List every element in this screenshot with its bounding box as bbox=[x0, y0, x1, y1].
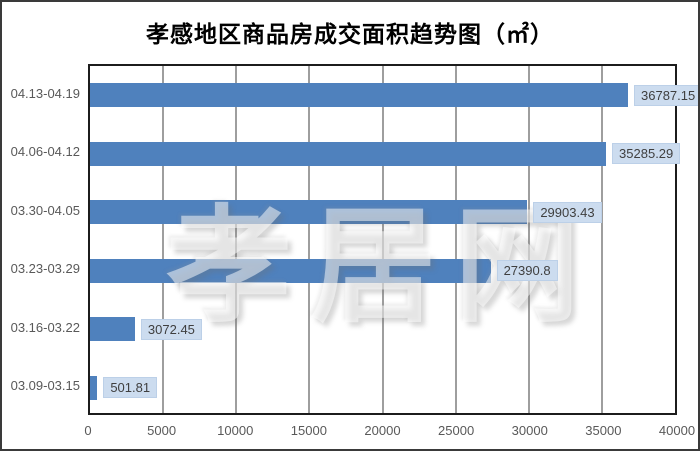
x-tick-label: 30000 bbox=[511, 423, 548, 438]
bar bbox=[90, 83, 628, 108]
value-label: 27390.8 bbox=[496, 260, 558, 282]
x-axis-labels: 0 5000 10000 15000 20000 25000 30000 35000 40000 bbox=[84, 423, 695, 441]
gridline bbox=[382, 66, 383, 413]
y-category-label: 04.13-04.19 bbox=[10, 85, 80, 101]
gridlines bbox=[90, 66, 675, 413]
x-tick-label: 40000 bbox=[658, 423, 696, 438]
bar bbox=[90, 317, 135, 342]
x-tick-label: 25000 bbox=[438, 423, 475, 438]
bars-container: 36787.15 35285.29 29903.43 27390.8 3072.45 50… bbox=[90, 66, 698, 413]
y-category-label: 03.23-03.29 bbox=[10, 261, 80, 277]
gridline bbox=[162, 66, 164, 413]
bar bbox=[90, 141, 607, 166]
y-category-label: 03.30-04.05 bbox=[10, 202, 80, 218]
gridline bbox=[308, 66, 310, 413]
y-category-label: 03.09-03.15 bbox=[10, 378, 80, 394]
bar-row: 29903.43 bbox=[90, 183, 675, 242]
plot-area: 36787.15 35285.29 29903.43 27390.8 3072.45 50… bbox=[88, 64, 698, 415]
bar bbox=[90, 375, 98, 400]
bar-row: 36787.15 bbox=[90, 66, 698, 125]
value-label: 36787.15 bbox=[634, 84, 698, 106]
value-label: 501.81 bbox=[103, 377, 158, 399]
bar bbox=[90, 200, 528, 225]
bar-row: 3072.45 bbox=[90, 300, 675, 359]
gridline bbox=[455, 66, 457, 413]
bar-row: 501.81 bbox=[90, 359, 675, 418]
chart-title: 孝感地区商品房成交面积趋势图（㎡） bbox=[146, 21, 554, 48]
bar-row: 27390.8 bbox=[90, 242, 675, 301]
bar bbox=[90, 258, 491, 283]
y-axis-labels: 04.13-04.19 04.06-04.12 03.30-04.05 03.23-0… bbox=[2, 64, 80, 415]
x-tick-label: 0 bbox=[84, 423, 92, 438]
value-label: 3072.45 bbox=[140, 318, 202, 340]
x-tick-label: 15000 bbox=[290, 423, 327, 438]
gridline bbox=[235, 66, 237, 413]
x-tick-label: 5000 bbox=[147, 423, 177, 438]
y-category-label: 03.16-03.22 bbox=[10, 319, 80, 335]
x-tick-label: 35000 bbox=[585, 423, 622, 438]
value-label: 35285.29 bbox=[612, 143, 681, 165]
x-tick-label: 20000 bbox=[364, 423, 401, 438]
bar-row: 35285.29 bbox=[90, 125, 681, 184]
y-category-label: 04.06-04.12 bbox=[10, 144, 80, 160]
value-label: 29903.43 bbox=[533, 201, 602, 223]
x-tick-label: 10000 bbox=[217, 423, 254, 438]
gridline bbox=[528, 66, 530, 413]
gridline bbox=[601, 66, 603, 413]
